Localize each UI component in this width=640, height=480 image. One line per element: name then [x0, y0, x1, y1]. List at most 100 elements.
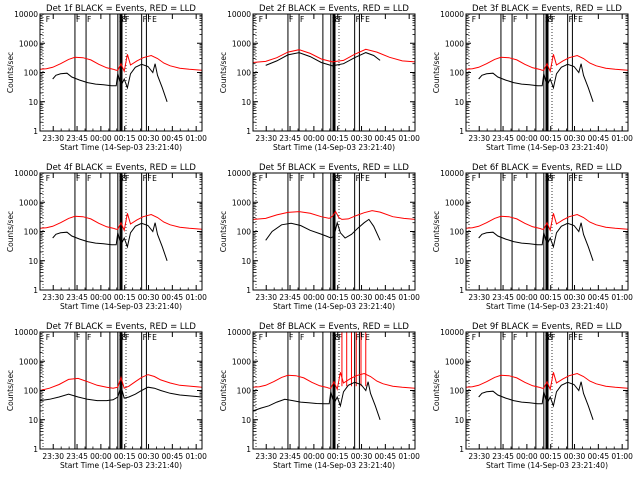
x-axis-label: Start Time (14-Sep-03 23:21:40) — [60, 302, 182, 311]
marker-letter: S — [122, 174, 127, 183]
y-tick-label: 1 — [459, 445, 464, 454]
marker-letter: F — [46, 15, 50, 24]
lld-series-line — [39, 54, 203, 74]
x-tick-label: 00:15 — [114, 134, 136, 143]
chart-title: Det 4f BLACK = Events, RED = LLD — [46, 163, 196, 173]
x-axis-label: Start Time (14-Sep-03 23:21:40) — [486, 143, 608, 152]
x-tick-label: 00:30 — [138, 293, 160, 302]
events-series-line — [52, 63, 168, 102]
y-tick-label: 100 — [450, 387, 465, 396]
lld-series-line — [39, 374, 203, 391]
marker-letter: F — [569, 174, 573, 183]
y-tick-label: 100 — [237, 387, 252, 396]
y-axis-label: Counts/sec — [219, 211, 228, 252]
x-axis-label: Start Time (14-Sep-03 23:21:40) — [486, 461, 608, 470]
events-series-line — [265, 52, 381, 67]
x-tick-label: 23:45 — [492, 452, 514, 461]
x-tick-label: 00:30 — [564, 452, 586, 461]
marker-letter: S — [335, 174, 340, 183]
y-tick-label: 1 — [33, 286, 38, 295]
y-tick-label: 10000 — [440, 10, 464, 19]
x-tick-label: 00:00 — [303, 452, 325, 461]
x-tick-label: 23:45 — [279, 452, 301, 461]
y-tick-label: 1000 — [445, 357, 464, 366]
x-tick-label: 01:00 — [611, 293, 633, 302]
y-tick-label: 100 — [237, 69, 252, 78]
x-tick-label: 01:00 — [185, 452, 207, 461]
x-tick-label: 23:30 — [42, 293, 64, 302]
events-series-line — [478, 63, 594, 102]
y-tick-label: 1 — [459, 286, 464, 295]
x-tick-label: 00:45 — [588, 452, 610, 461]
x-tick-label: 00:15 — [114, 452, 136, 461]
chart-title: Det 5f BLACK = Events, RED = LLD — [259, 163, 409, 173]
y-tick-label: 100 — [24, 387, 39, 396]
x-tick-label: 00:30 — [351, 452, 373, 461]
x-tick-label: 23:30 — [42, 134, 64, 143]
y-tick-label: 100 — [237, 228, 252, 237]
marker-letter: F — [147, 174, 151, 183]
x-tick-label: 00:45 — [375, 452, 397, 461]
marker-letter: F — [472, 333, 476, 342]
y-tick-label: 10000 — [14, 169, 38, 178]
x-tick-label: 01:00 — [611, 452, 633, 461]
marker-letter: F — [300, 333, 304, 342]
marker-letter: F — [360, 15, 364, 24]
y-tick-label: 100 — [24, 228, 39, 237]
lld-series-line — [252, 210, 416, 220]
y-tick-label: 10 — [28, 98, 38, 107]
marker-letter: S — [332, 15, 337, 24]
marker-letter: F — [259, 174, 263, 183]
y-tick-label: 100 — [24, 69, 39, 78]
marker-letter: F — [125, 333, 129, 342]
x-tick-label: 00:00 — [303, 293, 325, 302]
marker-letter: F — [76, 174, 80, 183]
y-tick-label: 10000 — [227, 328, 251, 337]
marker-letter: F — [502, 174, 506, 183]
marker-letter: F — [338, 174, 342, 183]
marker-letter: F — [513, 15, 517, 24]
chart-title: Det 1f BLACK = Events, RED = LLD — [46, 4, 196, 14]
y-tick-label: 10 — [454, 416, 464, 425]
x-tick-label: 00:15 — [540, 293, 562, 302]
x-tick-label: 23:45 — [66, 134, 88, 143]
x-axis-label: Start Time (14-Sep-03 23:21:40) — [60, 461, 182, 470]
marker-letter: F — [87, 15, 91, 24]
marker-letter: F — [46, 333, 50, 342]
x-tick-label: 23:45 — [66, 293, 88, 302]
marker-letter: F — [573, 174, 577, 183]
marker-letter: F — [502, 15, 506, 24]
marker-letter: E — [578, 174, 583, 183]
y-tick-label: 10000 — [227, 10, 251, 19]
marker-letter: F — [551, 15, 555, 24]
marker-letter: F — [513, 333, 517, 342]
marker-letter: S — [545, 15, 550, 24]
y-tick-label: 10 — [241, 257, 251, 266]
x-tick-label: 00:45 — [588, 293, 610, 302]
x-tick-label: 00:15 — [114, 293, 136, 302]
y-tick-label: 100 — [450, 69, 465, 78]
y-tick-label: 1 — [33, 445, 38, 454]
marker-letter: S — [332, 333, 337, 342]
marker-letter: F — [143, 15, 147, 24]
events-series-line — [52, 222, 168, 261]
x-tick-label: 23:30 — [255, 452, 277, 461]
x-tick-label: 23:30 — [42, 452, 64, 461]
marker-letter: F — [143, 333, 147, 342]
x-tick-label: 00:00 — [303, 134, 325, 143]
marker-letter: S — [548, 15, 553, 24]
x-tick-label: 00:15 — [540, 134, 562, 143]
events-series-line — [478, 222, 594, 261]
marker-letter: F — [259, 15, 263, 24]
y-axis-label: Counts/sec — [219, 52, 228, 93]
x-tick-label: 01:00 — [398, 452, 420, 461]
x-tick-label: 00:30 — [138, 134, 160, 143]
x-tick-label: 00:30 — [564, 293, 586, 302]
marker-letter: S — [335, 333, 340, 342]
marker-letter: F — [551, 333, 555, 342]
